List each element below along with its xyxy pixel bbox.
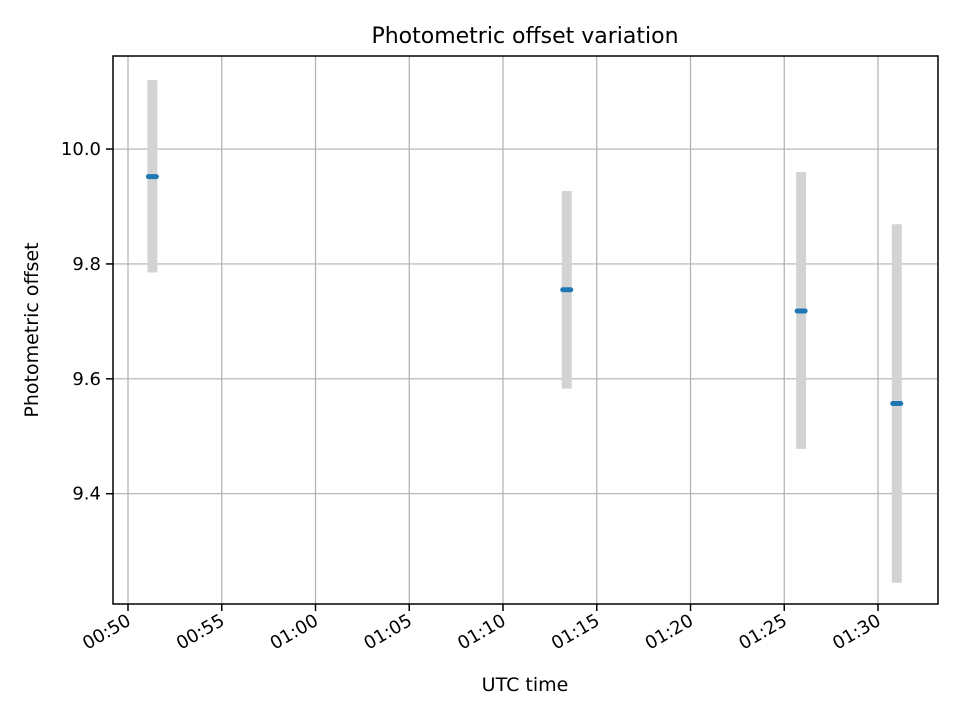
y-axis-label: Photometric offset — [21, 242, 43, 417]
y-tick-label: 9.6 — [72, 369, 101, 390]
point-layer — [145, 174, 904, 407]
x-axis-label: UTC time — [482, 674, 569, 696]
chart-title: Photometric offset variation — [371, 24, 678, 49]
plot-frame — [112, 55, 939, 605]
y-tick-label: 9.8 — [72, 254, 101, 275]
y-tick-label: 10.0 — [61, 139, 101, 160]
grid-layer — [113, 56, 938, 604]
y-tick-label: 9.4 — [72, 484, 101, 505]
